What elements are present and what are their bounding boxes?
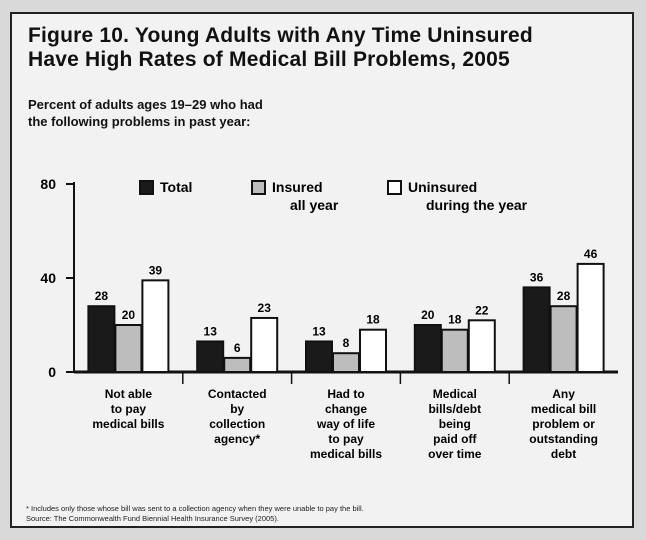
data-label: 18 bbox=[366, 313, 380, 327]
figure-frame: Figure 10. Young Adults with Any Time Un… bbox=[10, 12, 634, 528]
bar-uninsured bbox=[250, 316, 279, 374]
data-label: 20 bbox=[421, 308, 435, 322]
data-label: 6 bbox=[234, 341, 241, 355]
chart-title-line-2: Have High Rates of Medical Bill Problems… bbox=[28, 48, 510, 71]
legend-swatch-insured bbox=[251, 180, 266, 195]
bar-total bbox=[522, 286, 551, 373]
chart-subtitle-line-1: Percent of adults ages 19–29 who had bbox=[28, 97, 263, 112]
bar-total bbox=[413, 324, 442, 373]
y-tick-label: 0 bbox=[48, 364, 56, 380]
data-label: 20 bbox=[122, 308, 136, 322]
category-label: Any medical bill problem or outstanding debt bbox=[529, 387, 598, 461]
category-label: Not able to pay medical bills bbox=[92, 387, 164, 431]
legend-label: Total bbox=[160, 179, 192, 195]
category-label: Contacted by collection agency* bbox=[208, 387, 267, 446]
bar-total bbox=[87, 305, 116, 374]
source-note: Source: The Commonwealth Fund Biennial H… bbox=[26, 514, 279, 523]
legend-swatch-uninsured bbox=[387, 180, 402, 195]
chart-title-line-1: Figure 10. Young Adults with Any Time Un… bbox=[28, 24, 533, 47]
chart-notes: * Includes only those whose bill was sen… bbox=[26, 504, 364, 524]
data-label: 39 bbox=[149, 263, 163, 277]
legend-label: Uninsured during the year bbox=[408, 179, 528, 213]
bar-uninsured bbox=[576, 262, 605, 373]
bar-uninsured bbox=[467, 319, 496, 373]
data-label: 36 bbox=[530, 270, 544, 284]
data-label: 22 bbox=[475, 303, 489, 317]
bar-uninsured bbox=[359, 328, 387, 374]
chart-title: Figure 10. Young Adults with Any Time Un… bbox=[28, 24, 533, 72]
data-label: 8 bbox=[343, 336, 350, 350]
bar-total bbox=[305, 340, 333, 374]
bar-insured bbox=[549, 305, 578, 374]
footnote: * Includes only those whose bill was sen… bbox=[26, 504, 364, 513]
data-label: 23 bbox=[258, 301, 272, 315]
data-label: 13 bbox=[204, 324, 218, 338]
legend-label: Insured all year bbox=[272, 179, 339, 213]
legend-swatch-total bbox=[139, 180, 154, 195]
bar-chart: 0 40 80 28 20 39 Not able to pay medical bills 13… bbox=[40, 176, 618, 461]
data-label: 18 bbox=[448, 313, 462, 327]
data-label: 28 bbox=[95, 289, 109, 303]
bar-insured bbox=[440, 328, 469, 374]
chart-subtitle: Percent of adults ages 19–29 who had the… bbox=[28, 96, 263, 130]
bar-insured bbox=[114, 324, 143, 373]
y-tick-label: 80 bbox=[40, 176, 56, 192]
bar-uninsured bbox=[141, 279, 170, 374]
bar-insured bbox=[223, 356, 252, 373]
bar-insured bbox=[332, 352, 360, 374]
data-label: 13 bbox=[312, 324, 326, 338]
category-label: Had to change way of life to pay medical bil… bbox=[310, 387, 382, 461]
chart-subtitle-line-2: the following problems in past year: bbox=[28, 114, 251, 129]
category-label: Medical bills/debt being paid off over time bbox=[428, 387, 482, 461]
data-label: 28 bbox=[557, 289, 571, 303]
y-tick-label: 40 bbox=[40, 270, 56, 286]
bar-total bbox=[196, 340, 225, 374]
data-label: 46 bbox=[584, 247, 598, 261]
